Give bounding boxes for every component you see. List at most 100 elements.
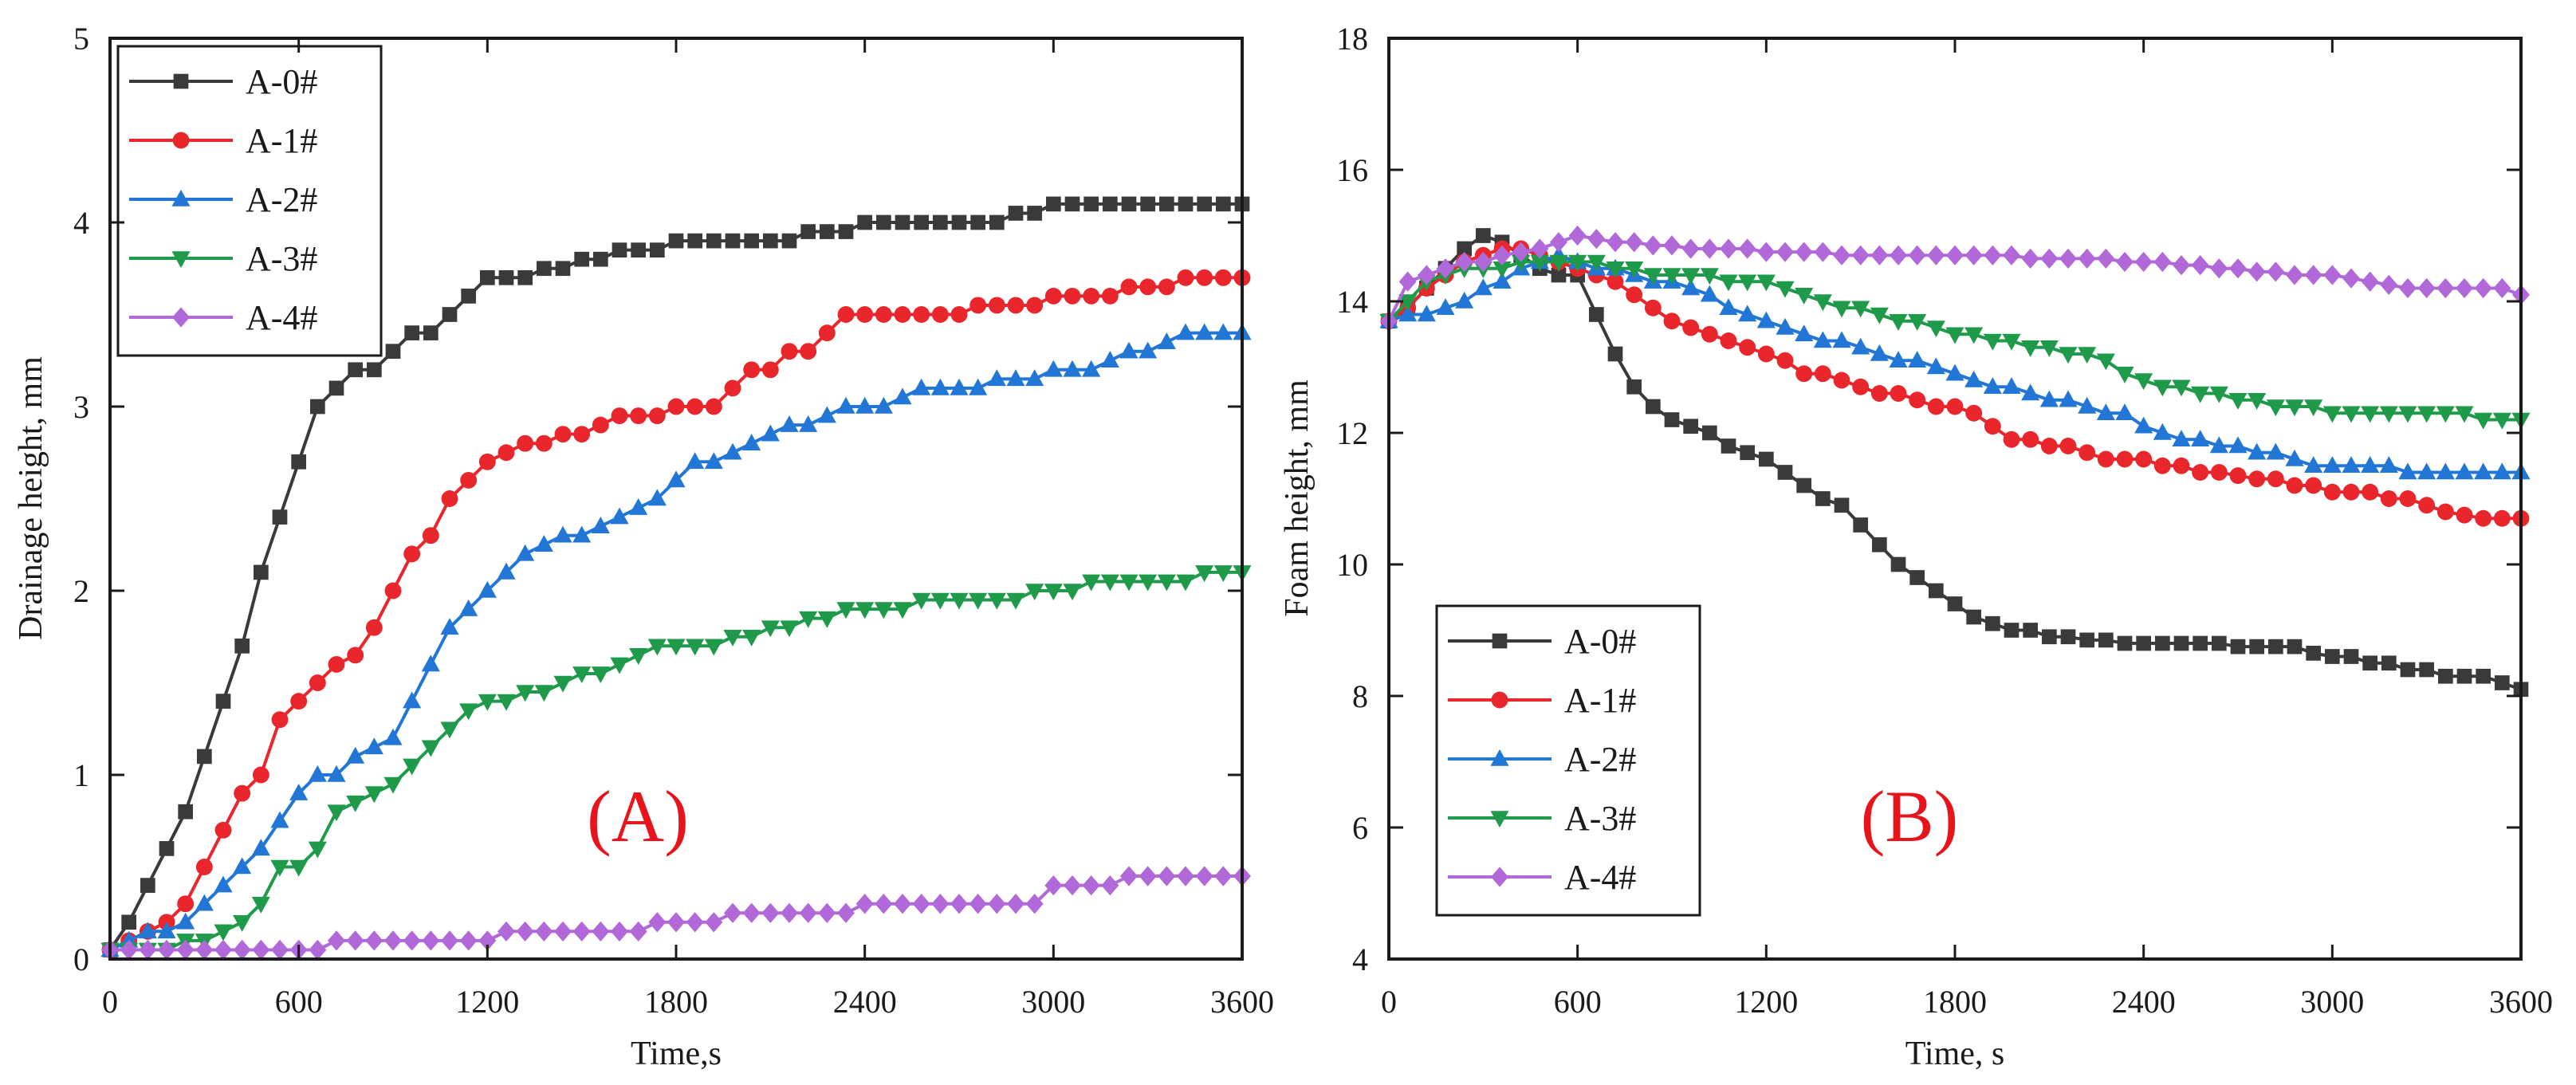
panel-b: 0 600 1200 1800 2400 3000 3600 4 6 8 10 … (1279, 21, 2553, 1072)
panel-b-data-point (2173, 457, 2190, 474)
panel-b-data-point (2248, 261, 2266, 282)
panel-a-data-point (1197, 196, 1213, 212)
panel-b-data-point (1512, 242, 1530, 262)
panel-a-data-point (1044, 360, 1063, 377)
panel-b-data-point (1871, 537, 1887, 552)
panel-b-data-point (2267, 261, 2285, 282)
panel-a-data-point (950, 378, 969, 395)
panel-a-series (100, 196, 1252, 961)
panel-b-data-point (2267, 639, 2283, 655)
panel-b-x-tick-label: 1200 (1734, 984, 1798, 1020)
panel-a-data-point (1214, 866, 1233, 886)
panel-a-data-point (461, 289, 477, 304)
panel-a-data-point (196, 749, 212, 765)
panel-b-data-point (1606, 261, 1625, 278)
panel-a-data-point (723, 442, 742, 460)
panel-b-data-point (2455, 406, 2474, 423)
panel-a-data-point (1177, 269, 1194, 286)
panel-a-legend-marker (173, 73, 189, 89)
panel-b-data-point (1814, 242, 1832, 262)
panel-a-data-point (251, 896, 270, 914)
panel-a-data-point (686, 912, 704, 933)
panel-b-data-point (2021, 383, 2040, 401)
panel-b-data-point (1795, 242, 1813, 262)
panel-a-data-point (930, 378, 950, 395)
panel-a-data-point (1025, 369, 1044, 387)
panel-b-data-point (2117, 635, 2133, 651)
panel-b-data-point (1757, 345, 1775, 363)
panel-a-data-point (799, 902, 817, 923)
panel-a-data-point (233, 857, 252, 875)
panel-a-data-point (855, 602, 875, 619)
panel-a-data-point (516, 921, 534, 942)
panel-b-data-point (2493, 509, 2511, 527)
panel-b-data-point (1740, 445, 1756, 461)
panel-b-data-point (2078, 347, 2097, 364)
panel-a-legend-marker (172, 132, 190, 149)
panel-a-data-point (554, 921, 572, 942)
panel-b-y-tick-label: 16 (1336, 152, 1368, 188)
panel-a-data-point (385, 344, 401, 360)
panel-b-data-point (2004, 623, 2020, 638)
panel-a-data-point (969, 894, 987, 914)
panel-b-data-point (1832, 331, 1851, 348)
panel-a-data-point (497, 694, 516, 711)
panel-b-data-point (1889, 313, 1908, 331)
panel-a-legend-entry: A-0# (129, 62, 317, 101)
panel-b-data-point (1721, 438, 1736, 454)
panel-b-data-point (1626, 379, 1642, 395)
panel-b-legend-label: A-2# (1564, 740, 1636, 779)
panel-a-data-point (364, 737, 383, 755)
panel-a-data-point (517, 269, 533, 285)
panel-a-data-point (1101, 287, 1119, 305)
panel-a-data-point (365, 930, 383, 951)
panel-a-data-point (140, 878, 155, 893)
panel-b-data-point (2419, 662, 2435, 678)
panel-a-data-point (535, 434, 553, 452)
panel-b-data-point (1607, 232, 1624, 253)
panel-a-data-point (1195, 323, 1214, 340)
panel-a-data-point (365, 619, 383, 636)
panel-b-data-point (1418, 265, 1436, 285)
panel-a-data-point (272, 509, 288, 525)
panel-b-data-point (2078, 396, 2097, 414)
panel-a-data-point (724, 902, 741, 923)
panel-a-data-point (383, 728, 403, 745)
panel-b-data-point (1813, 294, 1832, 312)
panel-a-data-point (1063, 584, 1082, 601)
panel-a-data-point (592, 251, 608, 267)
panel-a-data-point (459, 703, 478, 721)
panel-a-data-point (705, 398, 722, 415)
panel-a-x-tick-label: 3000 (1021, 984, 1085, 1020)
panel-a-data-point (1139, 278, 1157, 296)
panel-a-data-point (950, 894, 968, 914)
panel-a-data-point (1064, 196, 1080, 212)
panel-a-data-point (591, 517, 610, 533)
panel-b-data-point (1776, 242, 1794, 262)
panel-a-data-point (591, 666, 610, 684)
panel-b-data-point (1700, 285, 1719, 302)
panel-a-data-point (705, 912, 723, 933)
panel-a-data-point (421, 740, 440, 757)
panel-b-data-point (2096, 403, 2115, 421)
panel-b-data-point (1417, 305, 1436, 322)
panel-a-data-point (855, 396, 875, 414)
panel-a-x-tick-label: 3600 (1210, 984, 1274, 1020)
panel-a-data-point (686, 452, 705, 470)
panel-b-data-point (2342, 483, 2360, 501)
panel-b-data-point (1719, 298, 1738, 316)
panel-a-data-point (951, 214, 967, 230)
panel-a-data-point (648, 912, 667, 933)
panel-a-data-point (762, 233, 778, 249)
panel-a-data-point (1008, 206, 1024, 221)
panel-a-data-point (270, 859, 289, 877)
panel-a-data-point (346, 795, 365, 812)
panel-b-series (1379, 225, 2531, 698)
panel-b-data-point (1984, 418, 2001, 435)
panel-b-data-point (2134, 373, 2153, 391)
panel-b-data-point (1926, 357, 1945, 375)
panel-a-data-point (647, 639, 667, 656)
panel-b-data-point (1851, 301, 1870, 318)
panel-a-data-point (913, 306, 930, 323)
panel-b-data-point (1814, 365, 1831, 383)
